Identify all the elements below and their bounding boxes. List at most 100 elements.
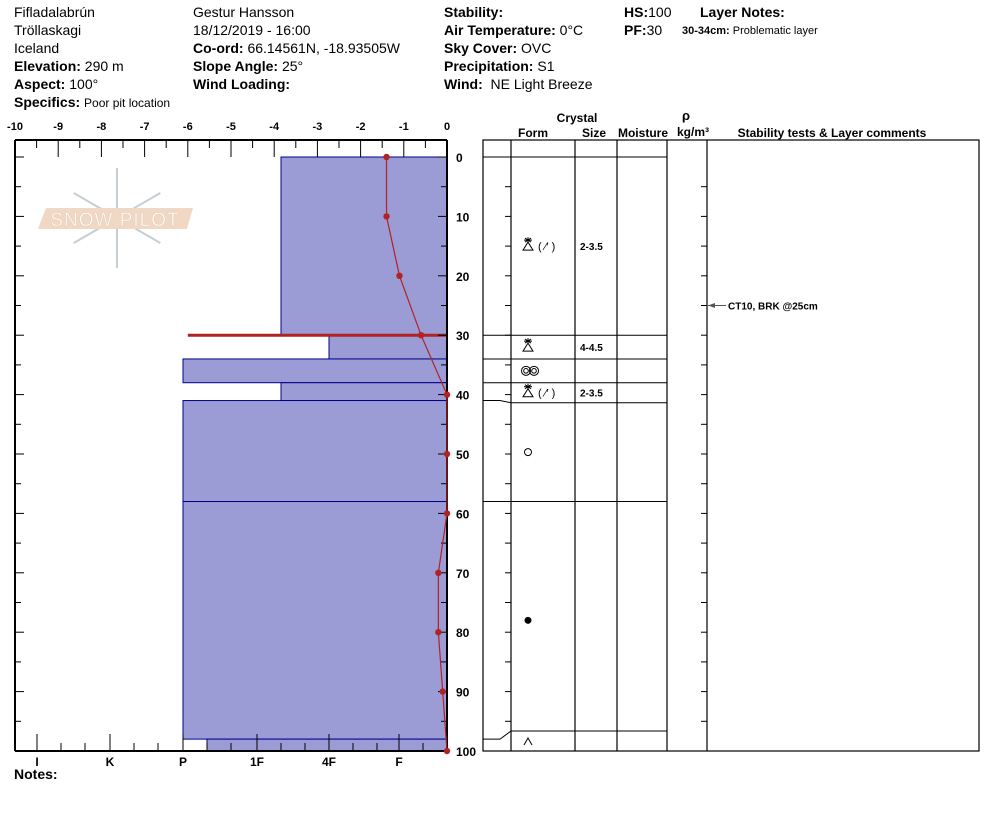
temperature-point (443, 747, 451, 755)
grain-form-faceted-depth-hoar: ( ⁄′ ) (522, 237, 555, 253)
hs: HS:100 (624, 4, 672, 20)
grain-circle (524, 448, 532, 457)
hardness-layer-bar (280, 382, 448, 402)
temp-tick-label: -3 (313, 121, 323, 133)
logo-text: SNOW PILOT (50, 210, 179, 231)
grain-form-depth-hoar (523, 736, 533, 746)
hardness-tick-label: 1F (250, 755, 264, 769)
observer: Gestur Hansson (193, 4, 295, 20)
header-size: Size (582, 126, 606, 140)
logo-band (38, 208, 193, 229)
grain-form-rounded (524, 448, 532, 457)
depth-tick-label: 60 (456, 507, 470, 521)
hardness-layer-bar (182, 358, 448, 384)
grain-triangle (522, 241, 534, 251)
hardness-tick-label: I (35, 755, 38, 769)
sky-cover: Sky Cover: OVC (444, 40, 552, 56)
grain-ring (529, 365, 539, 376)
hardness-tick-label: F (395, 755, 402, 769)
depth-tick-label: 100 (456, 745, 476, 759)
grain-triangle (522, 387, 534, 398)
hardness-layer-bar (182, 400, 448, 503)
temp-tick-label: -2 (356, 121, 366, 133)
depth-tick-label: 20 (456, 270, 470, 284)
grain-form-melt-forms (521, 365, 539, 376)
depth-tick-label: 10 (456, 210, 470, 224)
depth-tick-label: 30 (456, 329, 470, 343)
hardness-layer-bar (182, 501, 448, 740)
temp-tick-label: -10 (7, 121, 23, 133)
air-temperature: Air Temperature: 0°C (444, 22, 584, 38)
grain-triangle (522, 342, 534, 352)
temperature-point (417, 332, 425, 339)
grain-secondary: ( ⁄′ ) (538, 388, 555, 400)
grain-ring-inner (523, 368, 529, 374)
header-stability: Stability tests & Layer comments (738, 126, 927, 140)
temperature-point (443, 510, 451, 517)
temperature-point (443, 391, 451, 398)
temp-tick-label: 0 (444, 121, 450, 133)
hardness-layer-bar (280, 156, 448, 336)
temperature-point (396, 272, 403, 279)
depth-tick-label: 70 (456, 567, 470, 581)
coord: Co-ord: 66.14561N, -18.93505W (193, 40, 400, 56)
grain-caret (523, 736, 533, 746)
header-rho: ρ (682, 108, 690, 123)
grain-ring-inner (531, 368, 537, 374)
temp-tick-label: -7 (140, 121, 150, 133)
depth-tick-label: 80 (456, 626, 470, 640)
hardness-tick-label: 4F (322, 755, 336, 769)
pf: PF:30 (624, 22, 663, 38)
header-form: Form (518, 126, 548, 140)
temp-tick-label: -5 (226, 121, 236, 133)
stability: Stability: (444, 4, 504, 20)
location: Fifladalabrún (14, 4, 95, 20)
hardness-layer-bar (206, 738, 448, 752)
temp-tick-label: -8 (97, 121, 107, 133)
grain-size: 2-3.5 (580, 389, 603, 400)
temp-tick-label: -4 (269, 121, 280, 133)
grain-size: 4-4.5 (580, 343, 603, 354)
temperature-point (439, 688, 446, 695)
precipitation: Precipitation: S1 (444, 58, 555, 74)
layer-connector (483, 400, 512, 404)
temp-tick-label: -9 (53, 121, 63, 133)
depth-tick-label: 40 (456, 389, 470, 403)
elevation: Elevation: 290 m (14, 58, 124, 74)
temp-tick-label: -6 (183, 121, 193, 133)
wind: Wind: NE Light Breeze (444, 76, 593, 92)
region: Tröllaskagi (14, 22, 82, 38)
layer-table-frame (482, 139, 980, 752)
temperature-point (435, 569, 442, 576)
hardness-tick-label: P (179, 755, 187, 769)
slope-angle: Slope Angle: 25° (193, 58, 304, 74)
temperature-point (443, 450, 451, 458)
header-moisture: Moisture (618, 126, 668, 140)
temperature-point (383, 153, 390, 161)
wind-loading: Wind Loading: (193, 76, 291, 92)
grain-size: 2-3.5 (580, 242, 603, 253)
datetime: 18/12/2019 - 16:00 (193, 22, 311, 38)
temp-tick-label: -1 (399, 121, 409, 133)
grain-secondary: ( ⁄′ ) (538, 241, 555, 253)
depth-tick-label: 50 (456, 448, 470, 462)
grain-form-ice (524, 616, 532, 624)
grain-dot (524, 616, 532, 624)
country: Iceland (14, 40, 60, 56)
depth-tick-label: 90 (456, 686, 470, 700)
layer-notes-label: Layer Notes: (700, 4, 785, 20)
specifics: Specifics: Poor pit location (14, 94, 171, 110)
layer-note: 30-34cm: Problematic layer (682, 25, 818, 37)
hardness-tick-label: K (106, 755, 115, 769)
temperature-point (435, 629, 442, 636)
notes-label: Notes: (14, 766, 58, 782)
snowpilot-logo: SNOW PILOT (38, 168, 193, 268)
grain-form-faceted-depth-hoar (522, 338, 534, 352)
grain-form-faceted-depth-hoar: ( ⁄′ ) (522, 383, 555, 400)
stability-test-label: CT10, BRK @25cm (728, 302, 818, 313)
temperature-point (383, 213, 390, 220)
aspect: Aspect: 100° (14, 76, 99, 92)
grain-ring (521, 365, 531, 376)
depth-tick-label: 0 (456, 151, 463, 165)
